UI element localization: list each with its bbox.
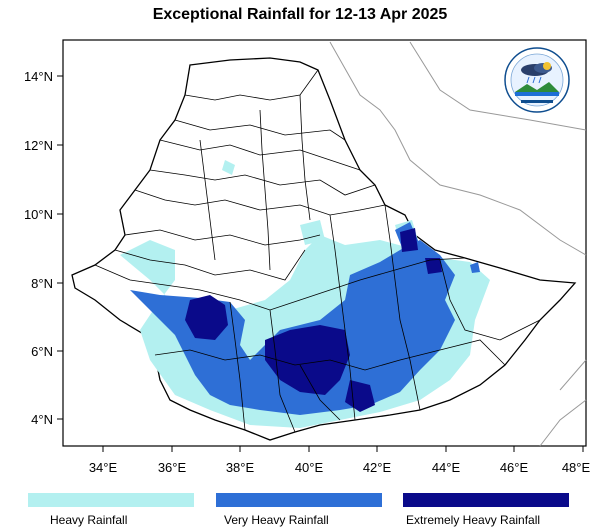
legend-label-extremely-heavy: Extremely Heavy Rainfall xyxy=(406,513,541,527)
legend-swatch-heavy xyxy=(28,493,194,507)
region-boundaries xyxy=(94,69,541,433)
legend-swatch-very-heavy xyxy=(216,493,382,507)
extremely-heavy-rainfall-areas xyxy=(185,228,442,412)
y-axis-tick-labels: 14°N 12°N 10°N 8°N 6°N 4°N xyxy=(24,69,53,427)
neighbour-borders xyxy=(329,41,587,447)
legend-swatch-extremely-heavy xyxy=(403,493,569,507)
legend-label-heavy: Heavy Rainfall xyxy=(50,513,128,527)
y-tick-label: 14°N xyxy=(24,69,53,84)
ethiopian-meteorology-institute-logo xyxy=(504,47,570,113)
x-axis-tick-labels: 34°E 36°E 38°E 40°E 42°E 44°E 46°E 48°E xyxy=(89,460,591,475)
x-tick-label: 38°E xyxy=(226,460,255,475)
x-tick-label: 46°E xyxy=(500,460,529,475)
x-tick-label: 48°E xyxy=(562,460,591,475)
y-tick-label: 8°N xyxy=(31,276,53,291)
x-tick-label: 36°E xyxy=(158,460,187,475)
y-tick-label: 12°N xyxy=(24,138,53,153)
y-tick-label: 6°N xyxy=(31,344,53,359)
y-tick-label: 4°N xyxy=(31,412,53,427)
x-tick-label: 42°E xyxy=(363,460,392,475)
y-tick-label: 10°N xyxy=(24,207,53,222)
map-title: Exceptional Rainfall for 12-13 Apr 2025 xyxy=(152,6,448,23)
legend-label-very-heavy: Very Heavy Rainfall xyxy=(224,513,329,527)
x-tick-label: 40°E xyxy=(295,460,324,475)
axis-tick-marks xyxy=(57,75,584,452)
x-tick-label: 44°E xyxy=(432,460,461,475)
x-tick-label: 34°E xyxy=(89,460,118,475)
